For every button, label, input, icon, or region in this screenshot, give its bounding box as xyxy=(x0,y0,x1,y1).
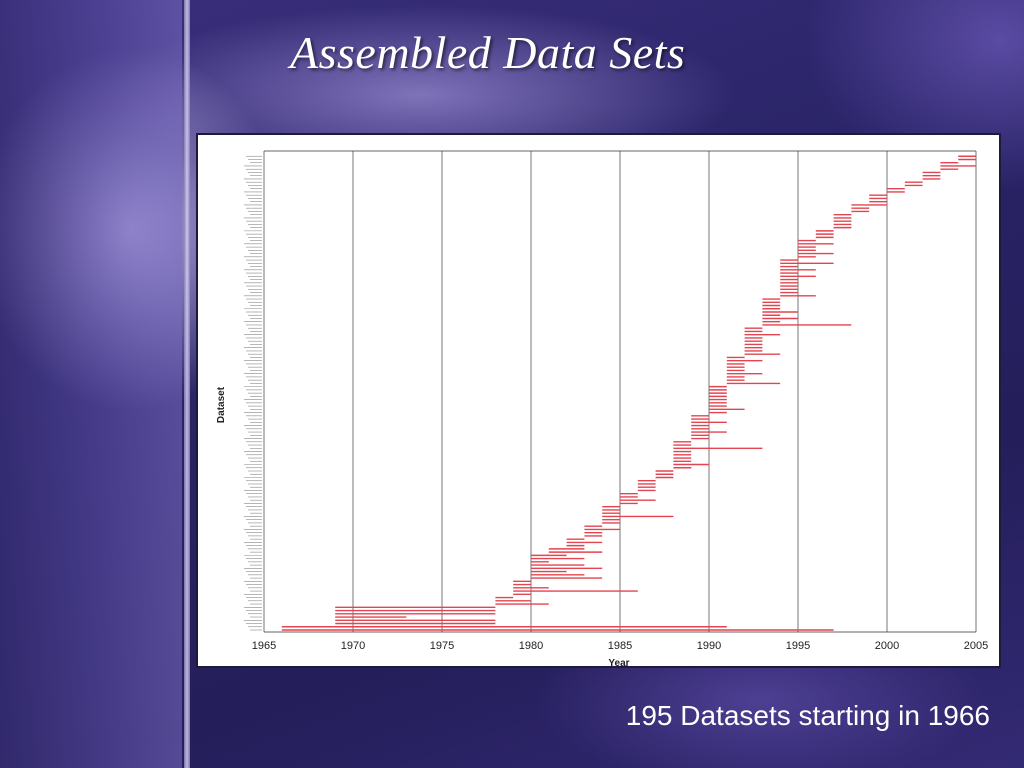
slide-caption: 195 Datasets starting in 1966 xyxy=(625,700,990,731)
x-tick-label: 2000 xyxy=(875,640,899,652)
x-tick-label: 1970 xyxy=(341,640,365,652)
x-tick-label: 1975 xyxy=(430,640,454,652)
chart-frame: 1965 1970 1975 1980 1985 1990 1995 2000 2005 Yea… xyxy=(196,133,1001,668)
axes: 1965 1970 1975 1980 1985 1990 1995 2000 2005 xyxy=(244,150,988,652)
x-tick-label: 1990 xyxy=(697,640,721,652)
x-tick-label: 1965 xyxy=(252,640,276,652)
x-tick-label: 2005 xyxy=(964,640,988,652)
x-axis-title: Year xyxy=(608,658,629,666)
dataset-bars xyxy=(281,155,976,631)
timeline-chart: 1965 1970 1975 1980 1985 1990 1995 2000 2005 Yea… xyxy=(216,150,988,666)
slide-title: Assembled Data Sets xyxy=(290,27,686,78)
grid-lines xyxy=(263,151,977,632)
y-axis-title: Dataset xyxy=(216,386,227,423)
x-tick-label: 1980 xyxy=(519,640,543,652)
left-decorative-panel xyxy=(0,0,182,768)
x-tick-label: 1985 xyxy=(608,640,632,652)
x-tick-label: 1995 xyxy=(786,640,810,652)
vertical-divider xyxy=(184,0,190,768)
